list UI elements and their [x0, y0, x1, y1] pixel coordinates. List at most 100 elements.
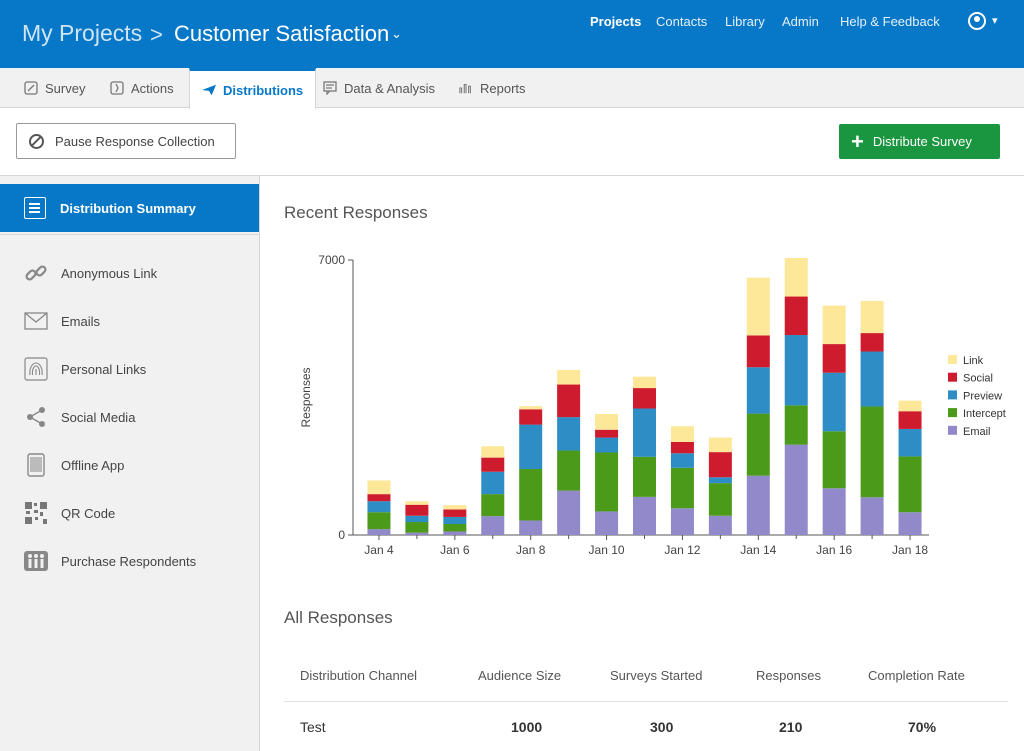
bar-segment-email	[822, 488, 846, 535]
bar-segment-email	[860, 497, 884, 535]
sidebar-item-label: Personal Links	[61, 361, 147, 377]
bar-segment-social	[633, 388, 656, 409]
bar-segment-intercept	[367, 512, 391, 530]
bar-segment-email	[481, 516, 505, 535]
bar-segment-preview	[481, 471, 505, 495]
project-name[interactable]: Customer Satisfaction	[174, 21, 390, 46]
bar-segment-email	[557, 490, 581, 535]
sidebar-item-purchase-respondents[interactable]: Purchase Respondents	[0, 541, 259, 581]
x-tick-label: Jan 16	[816, 543, 852, 557]
sidebar: Distribution Summary Anonymous Link Emai…	[0, 176, 260, 751]
sidebar-item-anonymous-link[interactable]: Anonymous Link	[0, 253, 259, 293]
bar-segment-preview	[405, 515, 429, 523]
bar-chart-icon	[459, 81, 473, 95]
bar-segment-preview	[595, 437, 619, 453]
pause-response-collection-button[interactable]: Pause Response Collection	[16, 123, 236, 159]
sidebar-item-qr-code[interactable]: QR Code	[0, 493, 259, 533]
bar-segment-preview	[784, 335, 808, 406]
x-tick-label: Jan 12	[664, 543, 700, 557]
bar-segment-social	[595, 429, 619, 438]
x-tick-label: Jan 6	[440, 543, 470, 557]
bar-segment-intercept	[557, 450, 581, 491]
sidebar-item-distribution-summary[interactable]: Distribution Summary	[0, 184, 259, 232]
bar-segment-preview	[557, 417, 581, 451]
nav-contacts[interactable]: Contacts	[656, 14, 708, 29]
bar-segment-intercept	[481, 494, 505, 517]
bar-segment-email	[633, 496, 656, 535]
tab-actions-label: Actions	[131, 80, 174, 96]
bar-segment-intercept	[670, 467, 694, 509]
table-header-divider	[284, 701, 1008, 702]
bar-segment-preview	[443, 516, 467, 524]
all-responses-title: All Responses	[284, 608, 393, 627]
bar-segment-email	[898, 512, 922, 535]
bar-segment-intercept	[822, 431, 846, 489]
bar-segment-intercept	[860, 406, 884, 498]
column-header-audience-size[interactable]: Audience Size	[478, 668, 562, 683]
tab-bar: Survey Actions Distributions Data & Anal…	[0, 68, 1024, 109]
legend-label-intercept: Intercept	[963, 408, 1006, 420]
bar-segment-email	[595, 511, 619, 535]
sidebar-item-emails[interactable]: Emails	[0, 301, 259, 341]
column-header-completion-rate[interactable]: Completion Rate	[868, 668, 965, 683]
bar-segment-email	[746, 475, 770, 535]
bar-segment-link	[557, 370, 581, 385]
bar-segment-link	[443, 505, 467, 510]
header-divider	[0, 175, 1024, 176]
tab-data-analysis[interactable]: Data & Analysis	[323, 68, 435, 108]
plus-icon: +	[851, 128, 864, 154]
table-cell-channel[interactable]: Test	[300, 719, 326, 735]
user-menu-chevron-icon[interactable]: ▾	[992, 15, 998, 27]
distribute-survey-button[interactable]: + Distribute Survey	[839, 124, 1000, 159]
bar-segment-link	[481, 446, 505, 458]
bar-segment-preview	[822, 372, 846, 432]
bar-segment-intercept	[443, 524, 467, 532]
tab-survey[interactable]: Survey	[24, 68, 85, 108]
x-tick-label: Jan 10	[589, 543, 625, 557]
sidebar-item-offline-app[interactable]: Offline App	[0, 445, 259, 485]
bar-segment-email	[708, 515, 732, 535]
project-dropdown-icon[interactable]: ⌄	[391, 26, 402, 41]
breadcrumb-root[interactable]: My Projects	[22, 20, 143, 46]
legend-swatch-email	[948, 425, 957, 435]
tablet-icon	[24, 453, 48, 477]
bar-segment-link	[708, 437, 732, 453]
nav-admin[interactable]: Admin	[782, 14, 819, 29]
column-header-distribution-channel[interactable]: Distribution Channel	[300, 668, 418, 683]
tab-reports[interactable]: Reports	[459, 68, 526, 108]
bar-segment-email	[405, 532, 429, 535]
bar-segment-preview	[519, 424, 543, 469]
nav-projects[interactable]: Projects	[590, 14, 642, 29]
bar-segment-social	[860, 333, 884, 352]
pause-button-label: Pause Response Collection	[55, 133, 215, 149]
bar-segment-preview	[670, 453, 694, 468]
envelope-icon	[24, 309, 48, 333]
bar-segment-intercept	[784, 405, 808, 445]
bar-segment-social	[746, 335, 770, 368]
fingerprint-icon	[24, 357, 48, 381]
tab-survey-label: Survey	[45, 80, 86, 96]
nav-help-feedback[interactable]: Help & Feedback	[840, 14, 940, 29]
share-icon	[24, 405, 48, 429]
tab-actions[interactable]: Actions	[110, 68, 174, 108]
bar-segment-intercept	[633, 456, 656, 497]
table-cell-completion-rate: 70%	[908, 719, 937, 735]
bar-segment-link	[670, 426, 694, 442]
recent-responses-title: Recent Responses	[284, 203, 428, 222]
top-bar: My Projects > Customer Satisfaction ⌄ Pr…	[0, 0, 1024, 68]
x-tick-label: Jan 8	[516, 543, 546, 557]
column-header-surveys-started[interactable]: Surveys Started	[610, 668, 703, 683]
sidebar-item-social-media[interactable]: Social Media	[0, 397, 259, 437]
list-icon	[24, 197, 46, 219]
bar-segment-email	[784, 444, 808, 535]
column-header-responses[interactable]: Responses	[756, 668, 822, 683]
tab-distributions[interactable]: Distributions	[189, 68, 317, 109]
nav-library[interactable]: Library	[725, 14, 765, 29]
legend-swatch-social	[948, 372, 957, 382]
brackets-icon	[110, 81, 124, 95]
paper-plane-icon	[202, 83, 216, 97]
bar-segment-preview	[708, 477, 732, 484]
distribute-button-label: Distribute Survey	[872, 134, 972, 149]
user-avatar-icon[interactable]	[968, 12, 986, 30]
sidebar-item-personal-links[interactable]: Personal Links	[0, 349, 259, 389]
